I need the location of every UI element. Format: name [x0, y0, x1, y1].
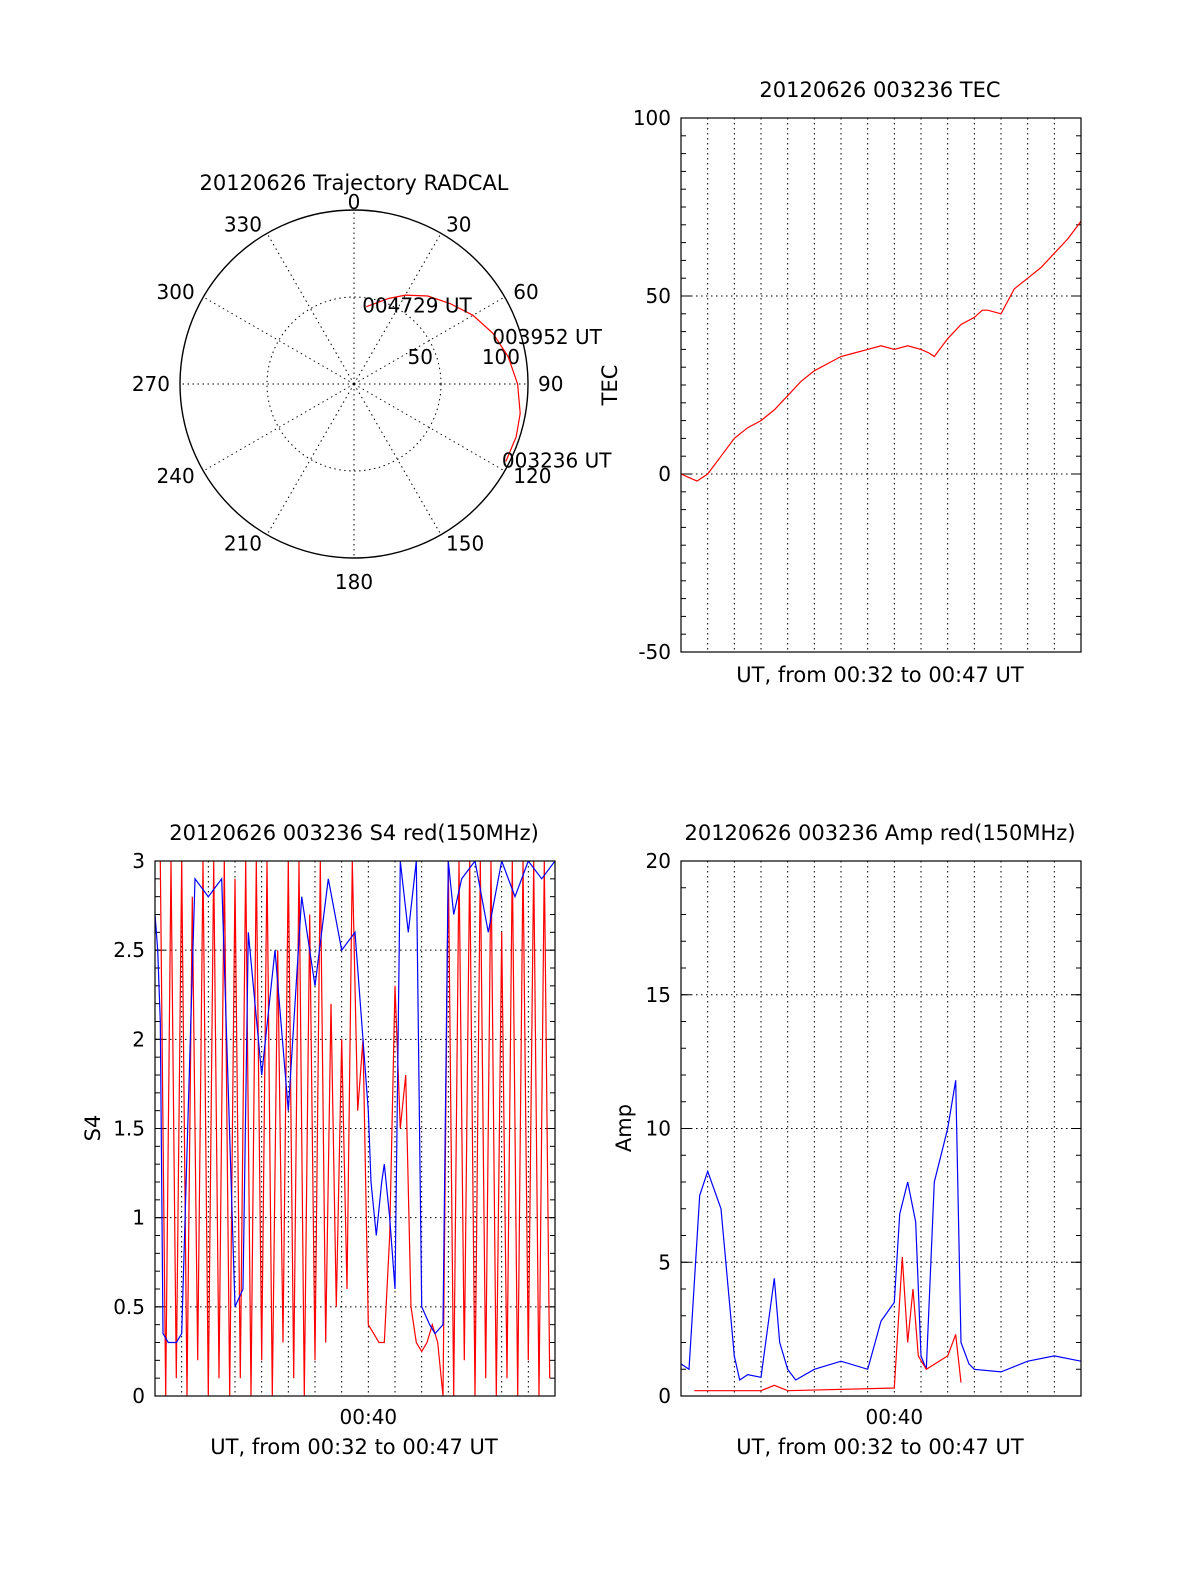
polar-spoke [203, 296, 355, 385]
y-tick-label: 100 [633, 106, 671, 130]
y-tick-label: 50 [646, 284, 671, 308]
trajectory-series [365, 294, 521, 462]
polar-radius-label: 100 [482, 345, 520, 369]
y-tick-label: 0 [658, 1384, 671, 1408]
x-tick-label: 00:40 [866, 1405, 924, 1429]
amp-plot-area: 0 5 10 15 20 00:40 [646, 849, 1082, 1429]
trajectory-time-label: 003236 UT [502, 448, 612, 472]
y-tick-label: 15 [646, 983, 671, 1007]
s4-x-axis-label: UT, from 00:32 to 00:47 UT [210, 1435, 498, 1459]
polar-angle-label: 30 [446, 213, 471, 237]
polar-angle-label: 240 [157, 464, 195, 488]
y-tick-label: 2.5 [113, 938, 145, 962]
y-tick-label: 1 [132, 1206, 145, 1230]
tec-plot-area: -50 0 50 100 [633, 106, 1082, 664]
polar-spoke [353, 233, 442, 385]
y-tick-label: 20 [646, 849, 671, 873]
trajectory-panel: 20120626 Trajectory RADCAL 0 30 60 90 120 150… [132, 171, 612, 594]
series-line-red [694, 1256, 962, 1392]
series-group [681, 1080, 1081, 1392]
polar-angle-label: 330 [224, 213, 262, 237]
y-tick-label: 0 [658, 462, 671, 486]
trajectory-annotations: 004729 UT 003952 UT 003236 UT [362, 294, 612, 473]
trajectory-time-label: 004729 UT [362, 294, 472, 318]
y-tick-label: 2 [132, 1027, 145, 1051]
series-line-blue [681, 1080, 1081, 1381]
polar-angle-label: 180 [335, 570, 373, 594]
series-group [681, 220, 1081, 482]
tec-y-axis-label: TEC [598, 365, 622, 407]
polar-angle-label: 60 [513, 280, 538, 304]
polar-angle-label: 300 [157, 280, 195, 304]
trajectory-line [365, 294, 521, 462]
polar-outer-circle [179, 209, 529, 559]
polar-angle-label: 270 [132, 372, 170, 396]
amp-x-axis-label: UT, from 00:32 to 00:47 UT [736, 1435, 1024, 1459]
trajectory-title: 20120626 Trajectory RADCAL [200, 171, 509, 195]
polar-inner-circle [266, 296, 442, 472]
series-line-blue [155, 861, 555, 1344]
polar-angle-label: 0 [348, 190, 361, 214]
polar-spoke [203, 383, 355, 472]
amp-title: 20120626 003236 Amp red(150MHz) [684, 821, 1075, 845]
tec-x-axis-label: UT, from 00:32 to 00:47 UT [736, 663, 1024, 687]
polar-spoke [266, 383, 355, 535]
y-tick-label: 0 [132, 1384, 145, 1408]
polar-angle-label: 210 [224, 531, 262, 555]
amp-panel: 20120626 003236 Amp red(150MHz) UT, from… [612, 821, 1082, 1459]
plot-frame [680, 860, 1082, 1397]
polar-angle-labels: 0 30 60 90 120 150 180 210 240 270 300 330 50 100 [132, 190, 564, 594]
polar-grid [179, 209, 529, 559]
y-tick-label: 5 [658, 1250, 671, 1274]
s4-title: 20120626 003236 S4 red(150MHz) [169, 821, 539, 845]
polar-angle-label: 120 [513, 464, 551, 488]
polar-angle-label: 90 [538, 372, 563, 396]
y-tick-label: 3 [132, 849, 145, 873]
plot-frame [680, 117, 1082, 653]
polar-angle-label: 150 [446, 531, 484, 555]
y-tick-label: 10 [646, 1117, 671, 1141]
tec-title: 20120626 003236 TEC [759, 78, 1000, 102]
series-line-red [159, 861, 551, 1396]
polar-spoke [266, 233, 355, 385]
x-tick-label: 00:40 [340, 1405, 398, 1429]
series-group [155, 861, 555, 1396]
s4-panel: 20120626 003236 S4 red(150MHz) UT, from … [81, 821, 556, 1459]
tec-panel: 20120626 003236 TEC UT, from 00:32 to 00… [598, 78, 1082, 687]
polar-spoke [353, 383, 505, 472]
y-tick-label: -50 [638, 640, 671, 664]
polar-radius-label: 50 [408, 345, 433, 369]
series-line-red [681, 220, 1081, 482]
trajectory-time-label: 003952 UT [492, 325, 602, 349]
s4-y-axis-label: S4 [81, 1115, 105, 1142]
y-tick-label: 1.5 [113, 1117, 145, 1141]
y-tick-label: 0.5 [113, 1295, 145, 1319]
plot-frame [154, 860, 556, 1397]
polar-spoke [353, 383, 442, 535]
polar-spoke [353, 296, 505, 385]
amp-y-axis-label: Amp [612, 1104, 636, 1152]
s4-plot-area: 0 0.5 1 1.5 2 2.5 3 00:40 [113, 849, 556, 1429]
